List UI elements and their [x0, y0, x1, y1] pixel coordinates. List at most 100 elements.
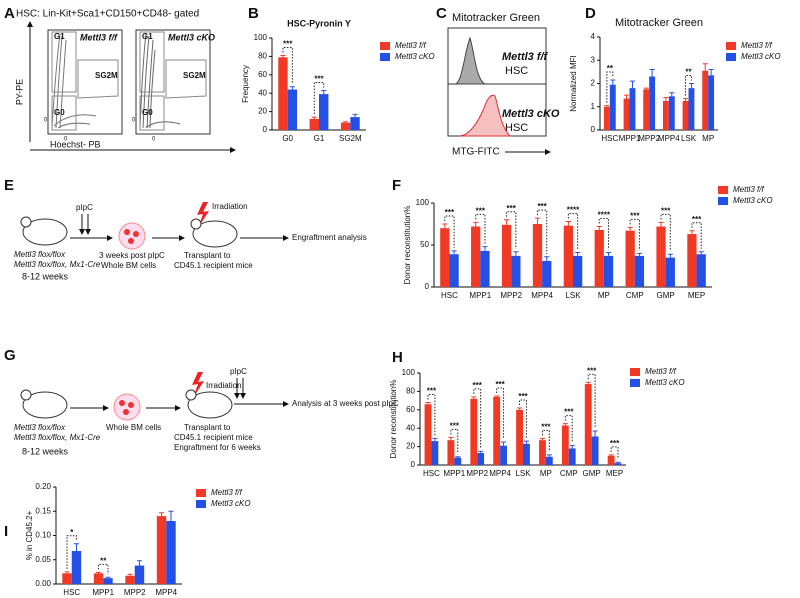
- significance-label: ***: [537, 202, 547, 211]
- x-tick-label: MPP2: [124, 588, 146, 597]
- y-tick-label: 40: [406, 423, 415, 432]
- legend-label: Mettl3 cKO: [645, 378, 685, 387]
- panel-title: Mitotracker Green: [452, 12, 540, 24]
- error-bar: [280, 54, 286, 58]
- y-tick-label: 0.05: [35, 555, 51, 564]
- bar: [278, 57, 288, 130]
- bar: [682, 100, 689, 130]
- mouse-icon: [22, 391, 68, 419]
- gate-label: SG2M: [95, 71, 118, 80]
- error-bar: [615, 461, 621, 464]
- legend-label: Mettl3 f/f: [741, 41, 772, 50]
- bar: [71, 551, 82, 584]
- cells: Whole BM cells: [101, 261, 156, 270]
- x-tick-label: GMP: [583, 469, 601, 478]
- mouse-icon: [192, 220, 238, 248]
- error-bar: [663, 96, 669, 101]
- treatment: pIpC: [76, 203, 93, 212]
- y-tick-label: 0: [591, 125, 596, 134]
- error-bar: [159, 512, 165, 517]
- significance-label: ***: [476, 206, 486, 215]
- x-tick-label: MPP4: [155, 588, 177, 597]
- legend-label: Mettl3 f/f: [733, 185, 764, 194]
- bar: [656, 226, 666, 287]
- bar: [649, 76, 656, 130]
- y-tick-label: 60: [258, 70, 267, 79]
- bar: [634, 255, 645, 287]
- bar: [603, 106, 610, 130]
- genotype: Mettl3 flox/flox: [14, 250, 66, 259]
- panel-letter: A: [4, 5, 15, 22]
- panel-letter: G: [4, 347, 16, 364]
- bar: [561, 425, 569, 465]
- x-tick-label: G0: [282, 134, 293, 143]
- gate-label: SG2M: [183, 71, 206, 80]
- error-bar: [604, 105, 610, 107]
- y-tick-label: 100: [402, 368, 416, 377]
- error-bar: [562, 423, 568, 426]
- y-tick-label: 40: [258, 88, 267, 97]
- cells: 3 weeks post pIpC: [99, 251, 165, 260]
- panel-letter: D: [585, 5, 596, 22]
- error-bar: [471, 396, 477, 399]
- significance-label: ***: [283, 40, 293, 49]
- x-tick-label: MPP4: [531, 291, 553, 300]
- x-tick-label: MPP2: [500, 291, 522, 300]
- legend-swatch: [380, 53, 390, 61]
- legend-swatch: [196, 489, 206, 497]
- y-tick-label: 0.15: [35, 506, 51, 515]
- y-label: Frequency: [241, 65, 250, 103]
- transplant: Transplant to: [184, 251, 231, 260]
- significance-bracket: [496, 387, 505, 439]
- y-tick-label: 50: [420, 240, 429, 249]
- y-label: Normalized MFI: [569, 55, 578, 111]
- error-bar: [168, 510, 174, 521]
- error-bar: [105, 576, 111, 579]
- error-bar: [592, 430, 598, 437]
- bar: [470, 398, 478, 465]
- x-tick-label: LSK: [565, 291, 581, 300]
- significance-bracket: [606, 71, 614, 103]
- bar: [156, 516, 167, 584]
- y-tick-label: 2: [591, 79, 596, 88]
- y-tick-label: 0.00: [35, 579, 51, 588]
- bar: [662, 100, 669, 130]
- bar: [629, 88, 636, 130]
- error-bar: [73, 543, 79, 552]
- x-tick-label: MEP: [606, 469, 623, 478]
- error-bar: [627, 226, 633, 231]
- legend-swatch: [726, 42, 736, 50]
- y-tick-label: 0: [263, 125, 268, 134]
- error-bar: [539, 437, 545, 441]
- x-tick-label: HSC: [441, 291, 458, 300]
- panel-letter: C: [436, 5, 447, 22]
- irradiation-icon: [192, 372, 204, 398]
- x-tick-label: HSC: [63, 588, 80, 597]
- panel-g: Irradiation pIpC Analysis at 3 weeks pos…: [14, 367, 399, 456]
- x-tick-label: LSK: [515, 469, 531, 478]
- error-bar: [442, 223, 448, 229]
- panel-letter: I: [4, 523, 8, 540]
- significance-bracket: [313, 81, 325, 115]
- significance-bracket: [475, 213, 486, 244]
- bar: [594, 229, 604, 287]
- chart-title: Mitotracker Green: [615, 17, 703, 29]
- error-bar: [425, 401, 431, 405]
- panel-letter: E: [4, 177, 14, 194]
- plot-frame: [135, 29, 211, 135]
- histogram: [454, 36, 486, 85]
- gates: [51, 31, 119, 131]
- gates: [139, 31, 207, 131]
- plot-label: Mettl3 cKO: [168, 32, 215, 42]
- x-tick-label: G1: [314, 134, 325, 143]
- error-bar: [669, 92, 675, 97]
- bar: [688, 88, 695, 130]
- cells: Whole BM cells: [106, 423, 161, 432]
- bar: [447, 440, 455, 465]
- bar: [340, 122, 351, 130]
- bar: [568, 448, 576, 465]
- error-bar: [702, 63, 708, 71]
- significance-label: ***: [564, 408, 574, 417]
- treatment: pIpC: [230, 367, 247, 376]
- significance-bracket: [685, 75, 692, 96]
